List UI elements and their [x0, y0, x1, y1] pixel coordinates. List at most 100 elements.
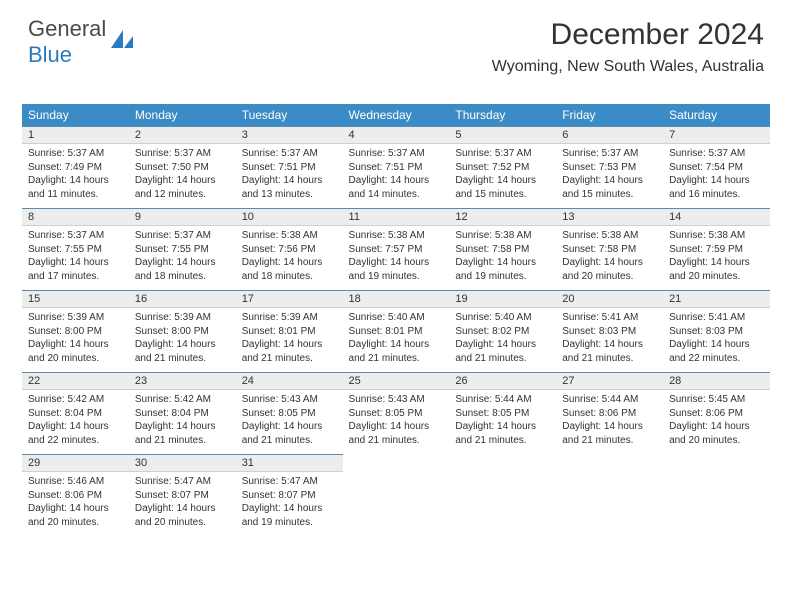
daylight-line-1: Daylight: 14 hours: [28, 420, 123, 434]
day-number: 23: [129, 372, 236, 390]
daylight-line-2: and 21 minutes.: [562, 434, 657, 448]
sunrise-line: Sunrise: 5:46 AM: [28, 475, 123, 489]
daylight-line-1: Daylight: 14 hours: [135, 174, 230, 188]
day-number: 10: [236, 208, 343, 226]
daylight-line-2: and 19 minutes.: [455, 270, 550, 284]
day-header: Saturday: [663, 104, 770, 126]
calendar-table: Sunday Monday Tuesday Wednesday Thursday…: [22, 104, 770, 536]
calendar-day-cell: 31Sunrise: 5:47 AMSunset: 8:07 PMDayligh…: [236, 454, 343, 536]
day-details: Sunrise: 5:37 AMSunset: 7:50 PMDaylight:…: [129, 144, 236, 207]
daylight-line-1: Daylight: 14 hours: [135, 256, 230, 270]
day-details: Sunrise: 5:40 AMSunset: 8:02 PMDaylight:…: [449, 308, 556, 371]
day-details: Sunrise: 5:44 AMSunset: 8:05 PMDaylight:…: [449, 390, 556, 453]
daylight-line-2: and 11 minutes.: [28, 188, 123, 202]
daylight-line-2: and 13 minutes.: [242, 188, 337, 202]
sunset-line: Sunset: 7:52 PM: [455, 161, 550, 175]
daylight-line-2: and 18 minutes.: [135, 270, 230, 284]
sunrise-line: Sunrise: 5:41 AM: [562, 311, 657, 325]
day-number: 6: [556, 126, 663, 144]
day-details: Sunrise: 5:43 AMSunset: 8:05 PMDaylight:…: [236, 390, 343, 453]
day-details: Sunrise: 5:38 AMSunset: 7:57 PMDaylight:…: [343, 226, 450, 289]
daylight-line-2: and 15 minutes.: [455, 188, 550, 202]
daylight-line-2: and 20 minutes.: [135, 516, 230, 530]
calendar-day-cell: 6Sunrise: 5:37 AMSunset: 7:53 PMDaylight…: [556, 126, 663, 208]
calendar-day-cell: 24Sunrise: 5:43 AMSunset: 8:05 PMDayligh…: [236, 372, 343, 454]
sunset-line: Sunset: 8:04 PM: [135, 407, 230, 421]
sunset-line: Sunset: 8:05 PM: [349, 407, 444, 421]
day-number: 12: [449, 208, 556, 226]
sunset-line: Sunset: 8:07 PM: [242, 489, 337, 503]
calendar-week-row: 8Sunrise: 5:37 AMSunset: 7:55 PMDaylight…: [22, 208, 770, 290]
sunset-line: Sunset: 8:04 PM: [28, 407, 123, 421]
daylight-line-1: Daylight: 14 hours: [669, 420, 764, 434]
calendar-day-cell: 15Sunrise: 5:39 AMSunset: 8:00 PMDayligh…: [22, 290, 129, 372]
sunrise-line: Sunrise: 5:37 AM: [28, 147, 123, 161]
sunset-line: Sunset: 7:55 PM: [135, 243, 230, 257]
day-number: 20: [556, 290, 663, 308]
daylight-line-1: Daylight: 14 hours: [669, 256, 764, 270]
day-details: Sunrise: 5:38 AMSunset: 7:58 PMDaylight:…: [556, 226, 663, 289]
day-details: Sunrise: 5:39 AMSunset: 8:01 PMDaylight:…: [236, 308, 343, 371]
daylight-line-1: Daylight: 14 hours: [669, 338, 764, 352]
sunset-line: Sunset: 8:03 PM: [562, 325, 657, 339]
day-number: 17: [236, 290, 343, 308]
daylight-line-1: Daylight: 14 hours: [349, 338, 444, 352]
day-details: Sunrise: 5:37 AMSunset: 7:55 PMDaylight:…: [129, 226, 236, 289]
day-details: Sunrise: 5:46 AMSunset: 8:06 PMDaylight:…: [22, 472, 129, 535]
daylight-line-2: and 20 minutes.: [28, 516, 123, 530]
sunrise-line: Sunrise: 5:43 AM: [242, 393, 337, 407]
sunrise-line: Sunrise: 5:37 AM: [242, 147, 337, 161]
sunrise-line: Sunrise: 5:37 AM: [28, 229, 123, 243]
sunset-line: Sunset: 7:49 PM: [28, 161, 123, 175]
daylight-line-2: and 19 minutes.: [349, 270, 444, 284]
calendar-day-cell: 27Sunrise: 5:44 AMSunset: 8:06 PMDayligh…: [556, 372, 663, 454]
sunset-line: Sunset: 8:06 PM: [669, 407, 764, 421]
sunrise-line: Sunrise: 5:40 AM: [455, 311, 550, 325]
daylight-line-1: Daylight: 14 hours: [135, 502, 230, 516]
daylight-line-1: Daylight: 14 hours: [455, 338, 550, 352]
sunset-line: Sunset: 7:57 PM: [349, 243, 444, 257]
calendar-day-cell: [663, 454, 770, 536]
daylight-line-1: Daylight: 14 hours: [28, 502, 123, 516]
day-number: 8: [22, 208, 129, 226]
sunrise-line: Sunrise: 5:38 AM: [455, 229, 550, 243]
daylight-line-2: and 21 minutes.: [135, 352, 230, 366]
calendar-day-cell: 20Sunrise: 5:41 AMSunset: 8:03 PMDayligh…: [556, 290, 663, 372]
sunrise-line: Sunrise: 5:47 AM: [242, 475, 337, 489]
day-details: Sunrise: 5:42 AMSunset: 8:04 PMDaylight:…: [129, 390, 236, 453]
calendar-day-cell: [556, 454, 663, 536]
day-details: Sunrise: 5:47 AMSunset: 8:07 PMDaylight:…: [236, 472, 343, 535]
day-details: Sunrise: 5:38 AMSunset: 7:59 PMDaylight:…: [663, 226, 770, 289]
day-number: 11: [343, 208, 450, 226]
daylight-line-1: Daylight: 14 hours: [28, 338, 123, 352]
sunset-line: Sunset: 7:58 PM: [455, 243, 550, 257]
calendar-day-cell: 19Sunrise: 5:40 AMSunset: 8:02 PMDayligh…: [449, 290, 556, 372]
calendar-day-cell: 18Sunrise: 5:40 AMSunset: 8:01 PMDayligh…: [343, 290, 450, 372]
calendar-day-cell: 28Sunrise: 5:45 AMSunset: 8:06 PMDayligh…: [663, 372, 770, 454]
daylight-line-1: Daylight: 14 hours: [562, 256, 657, 270]
sunrise-line: Sunrise: 5:37 AM: [135, 229, 230, 243]
day-number: 2: [129, 126, 236, 144]
daylight-line-1: Daylight: 14 hours: [455, 420, 550, 434]
day-details: Sunrise: 5:37 AMSunset: 7:54 PMDaylight:…: [663, 144, 770, 207]
daylight-line-1: Daylight: 14 hours: [242, 502, 337, 516]
calendar-day-cell: 2Sunrise: 5:37 AMSunset: 7:50 PMDaylight…: [129, 126, 236, 208]
calendar-day-cell: 5Sunrise: 5:37 AMSunset: 7:52 PMDaylight…: [449, 126, 556, 208]
day-details: Sunrise: 5:37 AMSunset: 7:53 PMDaylight:…: [556, 144, 663, 207]
calendar-day-cell: 21Sunrise: 5:41 AMSunset: 8:03 PMDayligh…: [663, 290, 770, 372]
day-details: Sunrise: 5:41 AMSunset: 8:03 PMDaylight:…: [556, 308, 663, 371]
daylight-line-1: Daylight: 14 hours: [242, 174, 337, 188]
calendar-day-cell: [343, 454, 450, 536]
sunrise-line: Sunrise: 5:37 AM: [562, 147, 657, 161]
sunrise-line: Sunrise: 5:38 AM: [562, 229, 657, 243]
daylight-line-1: Daylight: 14 hours: [349, 174, 444, 188]
sunset-line: Sunset: 8:00 PM: [135, 325, 230, 339]
daylight-line-2: and 20 minutes.: [28, 352, 123, 366]
daylight-line-2: and 21 minutes.: [455, 352, 550, 366]
sunrise-line: Sunrise: 5:44 AM: [562, 393, 657, 407]
day-header: Wednesday: [343, 104, 450, 126]
day-number: 9: [129, 208, 236, 226]
sunset-line: Sunset: 7:51 PM: [242, 161, 337, 175]
sunset-line: Sunset: 7:55 PM: [28, 243, 123, 257]
day-number: 24: [236, 372, 343, 390]
